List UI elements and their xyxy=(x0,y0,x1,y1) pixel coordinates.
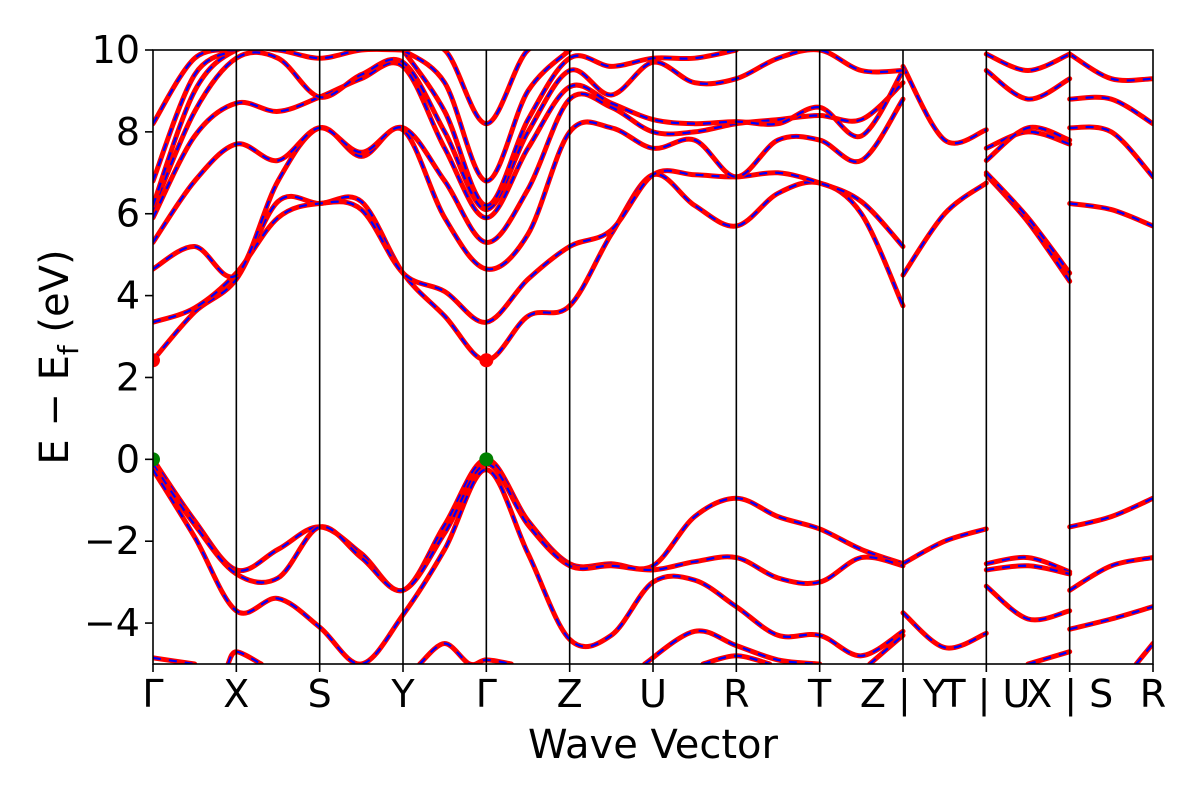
band-line-dashed-4 xyxy=(153,468,904,664)
band-line-dashed-8 xyxy=(985,585,1070,621)
y-axis-ticks: −4 −2 0 2 4 6 8 10 xyxy=(84,28,153,645)
x-tick-label-9: Z | Y xyxy=(860,672,947,717)
y-axis-label-subscript: f xyxy=(52,344,85,355)
y-tick-label-3: 2 xyxy=(116,355,140,399)
y-axis-label-main: E − E xyxy=(32,355,78,465)
band-line-dashed-22 xyxy=(985,126,1071,162)
band-line-dashed-3 xyxy=(153,463,904,592)
band-edge-marker-1 xyxy=(479,353,494,368)
band-line-dashed-42 xyxy=(1135,642,1153,664)
band-line-dashed-18 xyxy=(902,65,987,145)
x-tick-label-10: T | U xyxy=(941,672,1030,717)
x-tick-label-2: S xyxy=(308,672,332,716)
x-tick-label-3: Y xyxy=(390,672,415,716)
x-tick-label-8: T xyxy=(807,672,832,716)
band-line-dashed-21 xyxy=(153,81,904,244)
band-line-19 xyxy=(983,129,1073,151)
y-tick-label-5: 6 xyxy=(116,192,140,236)
y-tick-label-0: −4 xyxy=(84,601,140,645)
band-line-dashed-30 xyxy=(402,50,737,207)
band-line-28 xyxy=(983,51,1073,74)
band-line-dashed-11 xyxy=(153,173,905,362)
band-line-2 xyxy=(1067,495,1153,530)
band-line-dashed-1 xyxy=(902,527,987,565)
band-edge-marker-0 xyxy=(153,353,160,368)
band-line-dashed-12 xyxy=(902,182,987,276)
bands-layer xyxy=(153,50,1153,664)
band-line-dashed-16 xyxy=(985,172,1071,274)
band-line-dashed-40 xyxy=(868,634,904,664)
band-line-dashed-37 xyxy=(418,642,512,664)
band-edge-markers xyxy=(153,353,494,467)
x-axis-ticks: Γ X S Y Γ Z U R T Z | YT | UX | S R xyxy=(142,664,1166,717)
x-tick-label-0: Γ xyxy=(142,672,163,716)
band-line-dashed-5 xyxy=(902,611,987,650)
band-line-9 xyxy=(1067,604,1153,632)
x-tick-label-1: X xyxy=(223,672,249,716)
band-line-dashed-31 xyxy=(153,50,237,182)
x-tick-label-4: Γ xyxy=(476,672,497,716)
band-line-dashed-26 xyxy=(1069,53,1153,82)
y-tick-label-4: 4 xyxy=(116,274,140,318)
x-tick-label-6: U xyxy=(639,672,667,716)
y-axis-label-unit: (eV) xyxy=(32,249,78,345)
x-tick-label-7: R xyxy=(723,672,749,716)
band-line-20 xyxy=(1067,124,1153,180)
y-tick-label-2: 0 xyxy=(116,437,140,481)
band-edge-marker-3 xyxy=(479,452,494,467)
band-line-24 xyxy=(153,60,906,221)
band-line-dashed-25 xyxy=(985,69,1071,101)
band-line-dashed-15 xyxy=(153,169,904,324)
band-line-dashed-36 xyxy=(227,650,262,664)
k-point-lines xyxy=(235,50,1071,664)
x-tick-label-11: X | S xyxy=(1026,672,1113,717)
band-line-23 xyxy=(1067,94,1153,127)
y-tick-label-1: −2 xyxy=(84,519,140,563)
x-axis-label: Wave Vector xyxy=(528,722,779,768)
x-tick-label-12: R xyxy=(1140,672,1166,716)
x-tick-label-5: Z xyxy=(557,672,583,716)
band-line-6 xyxy=(983,554,1073,575)
band-line-dashed-38 xyxy=(644,629,820,664)
band-line-dashed-27 xyxy=(153,50,904,211)
band-line-14 xyxy=(1067,201,1153,229)
band-line-7 xyxy=(983,563,1073,577)
band-line-dashed-33 xyxy=(153,50,237,125)
band-line-dashed-10 xyxy=(1069,556,1153,592)
y-tick-label-6: 8 xyxy=(116,110,140,154)
band-line-dashed-17 xyxy=(153,98,904,279)
y-tick-label-7: 10 xyxy=(92,28,140,72)
y-axis-label: E − Ef (eV) xyxy=(32,249,85,464)
band-edge-marker-2 xyxy=(153,452,160,467)
